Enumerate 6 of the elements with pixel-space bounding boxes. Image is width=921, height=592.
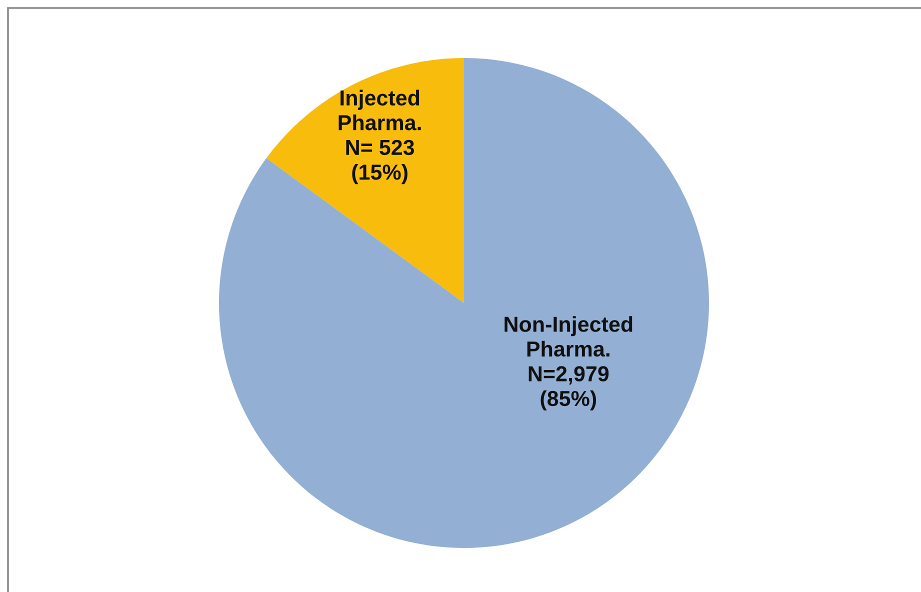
pie-slice — [266, 58, 464, 303]
data-label: N=2,979 (85%) — [528, 366, 609, 410]
slice-label: Non-Injected Pharma. — [504, 316, 632, 357]
slice-label: Injected Pharma. — [338, 90, 421, 130]
pie-slice — [219, 58, 709, 548]
data-label: N= 523 (15%) — [346, 140, 414, 184]
